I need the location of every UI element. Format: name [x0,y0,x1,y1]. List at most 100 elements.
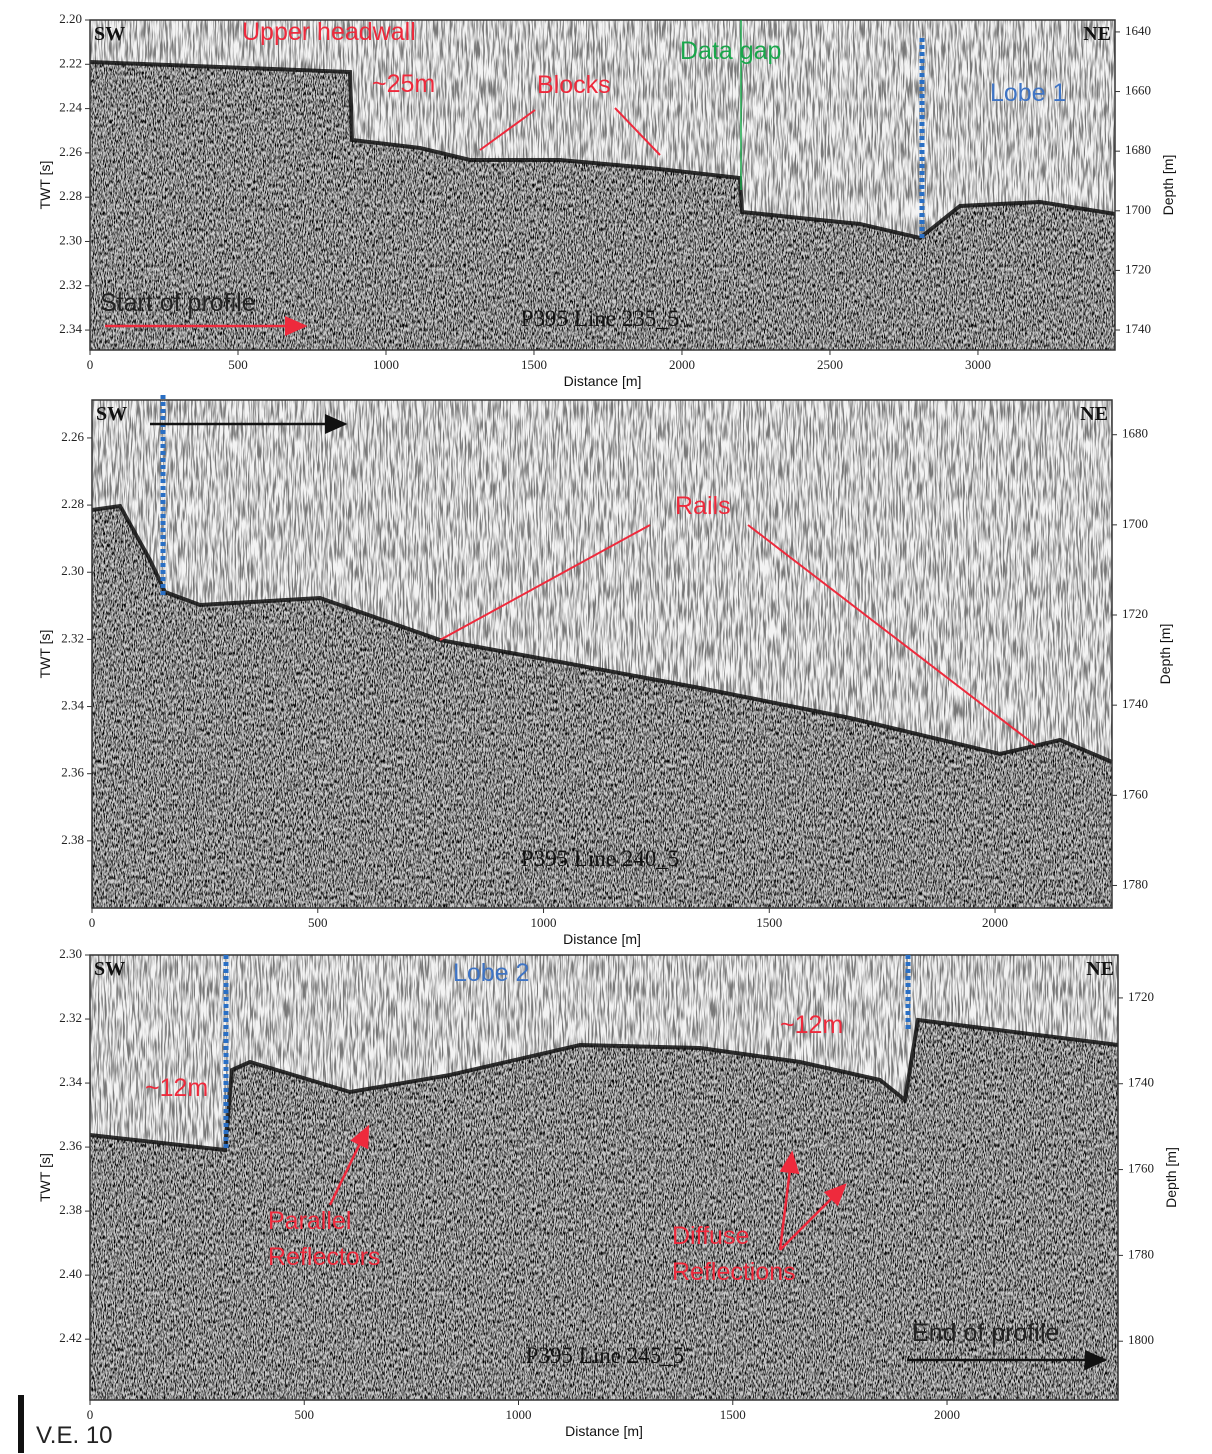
plot-frame [91,399,1113,909]
y2-tick-label: 1760 [1128,1161,1154,1176]
annotation: Reflections [672,1258,796,1286]
line-label: P395 Line 235_5 [521,306,679,331]
corner-label: SW [94,958,125,980]
annotation: ~12m [780,1011,843,1039]
seafloor [89,1017,1119,1153]
y-tick-label: 2.30 [59,946,82,961]
annotation: Rails [675,492,731,520]
x-tick-label: 2000 [669,357,695,372]
plot-frame [89,954,1119,1401]
y-tick-label: 2.30 [59,232,82,247]
arrow [778,1150,800,1251]
y-tick-label: 2.22 [59,55,82,70]
y-tick-label: 2.40 [59,1266,82,1281]
x-tick-label: 2500 [817,357,843,372]
pointer-line [747,524,1036,746]
y2-tick-label: 1740 [1125,321,1151,336]
x-axis-label: Distance [m] [565,1423,643,1439]
annotation: Diffuse [672,1222,749,1250]
y-tick-label: 2.34 [59,321,82,336]
y-tick-label: 2.32 [59,277,82,292]
y-axis-label: TWT [s] [37,630,53,679]
x-tick-label: 0 [89,915,96,930]
seafloor [89,60,1116,241]
pointer-line [439,524,651,641]
y-tick-label: 2.28 [61,496,84,511]
y2-tick-label: 1720 [1122,606,1148,621]
x-tick-label: 3000 [965,357,991,372]
x-axis-label: Distance [m] [564,373,642,389]
corner-label: NE [1083,23,1111,45]
line-label: P395 Line 245_5 [526,1343,684,1368]
annotation: Lobe 1 [990,79,1066,107]
x-tick-label: 1000 [531,915,557,930]
annotation: End of profile [912,1319,1059,1347]
y-tick-label: 2.42 [59,1330,82,1345]
y-axis-label: TWT [s] [37,1153,53,1202]
plot-frame [89,19,1116,351]
corner-label: NE [1086,958,1114,980]
x-tick-label: 500 [228,357,248,372]
annotation: ~25m [372,70,435,98]
corner-label: SW [94,23,125,45]
annotation: Reflectors [268,1243,381,1271]
x-tick-label: 500 [295,1407,315,1422]
y2-tick-label: 1680 [1122,426,1148,441]
y-tick-label: 2.26 [61,429,84,444]
x-tick-label: 1000 [506,1407,532,1422]
y-tick-label: 2.32 [59,1010,82,1025]
annotation: Data gap [680,37,781,65]
y-tick-label: 2.28 [59,188,82,203]
x-tick-label: 500 [308,915,328,930]
x-tick-label: 0 [87,1407,94,1422]
annotation: Blocks [537,71,611,99]
corner-label: NE [1080,403,1108,425]
y2-tick-label: 1740 [1128,1075,1154,1090]
x-tick-label: 2000 [982,915,1008,930]
annotation: Parallel [268,1207,351,1235]
y2-tick-label: 1640 [1125,23,1151,38]
annotation: Start of profile [100,289,256,317]
y-tick-label: 2.36 [61,765,84,780]
x-tick-label: 1500 [756,915,782,930]
annotation: Upper headwall [242,18,416,46]
y-tick-label: 2.20 [59,11,82,26]
y-tick-label: 2.36 [59,1138,82,1153]
y2-tick-label: 1800 [1128,1332,1154,1347]
y2-tick-label: 1720 [1128,989,1154,1004]
y2-tick-label: 1680 [1125,142,1151,157]
y-tick-label: 2.32 [61,630,84,645]
annotation: ~12m [145,1074,208,1102]
y2-tick-label: 1720 [1125,261,1151,276]
arrow [779,1183,847,1251]
y2-tick-label: 1780 [1122,876,1148,891]
y2-tick-label: 1740 [1122,696,1148,711]
y-axis-label: TWT [s] [37,161,53,210]
x-axis-label: Distance [m] [563,931,641,947]
y-tick-label: 2.24 [59,100,82,115]
corner-label: SW [96,403,127,425]
y-tick-label: 2.30 [61,563,84,578]
arrow [328,1124,370,1206]
seismic-texture [90,1020,1118,1400]
y2-tick-label: 1760 [1122,786,1148,801]
y-tick-label: 2.34 [59,1074,82,1089]
y-tick-label: 2.34 [61,698,84,713]
y2-axis-label: Depth [m] [1160,155,1176,216]
footer: V.E. 10 [36,1422,113,1449]
y-tick-label: 2.38 [61,832,84,847]
y2-tick-label: 1660 [1125,83,1151,98]
y-tick-label: 2.38 [59,1202,82,1217]
pointer-line [479,109,536,151]
pointer-line [614,107,661,156]
annotation: Lobe 2 [453,959,529,987]
y2-axis-label: Depth [m] [1157,624,1173,685]
x-tick-label: 1500 [720,1407,746,1422]
x-tick-label: 1000 [373,357,399,372]
scale-bar [18,1395,24,1453]
y2-tick-label: 1700 [1122,516,1148,531]
x-tick-label: 2000 [934,1407,960,1422]
x-tick-label: 1500 [521,357,547,372]
y-tick-label: 2.26 [59,144,82,159]
